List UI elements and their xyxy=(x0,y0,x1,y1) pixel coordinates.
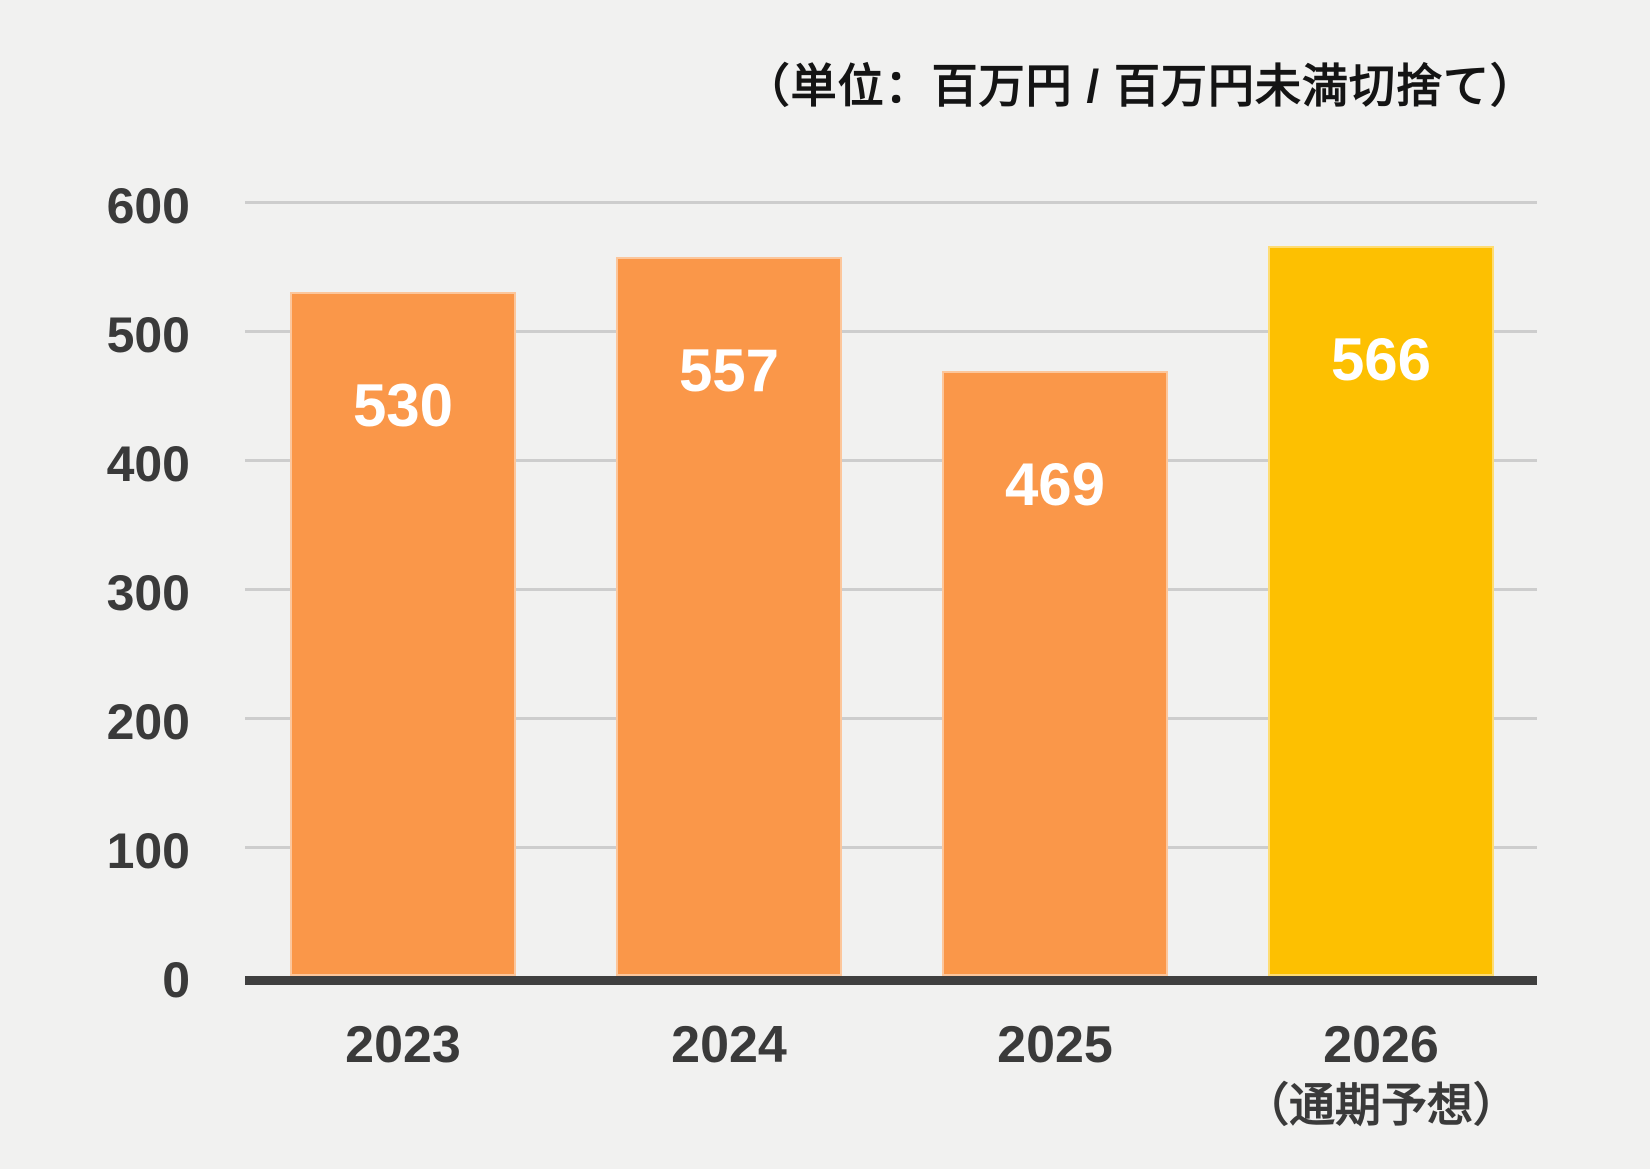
bar-value-label: 530 xyxy=(352,372,454,439)
bar-2023: 530 xyxy=(290,292,516,976)
x-tick-sublabel: （通期予想） xyxy=(1243,1079,1519,1131)
x-tick-label-2025: 2025 xyxy=(855,1016,1255,1074)
x-tick-label-2024: 2024 xyxy=(529,1016,929,1074)
gridline-400 xyxy=(245,459,1537,462)
bar-value-label: 557 xyxy=(678,337,780,404)
x-tick-main: 2025 xyxy=(997,1016,1113,1074)
bar-2025: 469 xyxy=(942,371,1168,976)
gridline-500 xyxy=(245,330,1537,333)
x-axis-line xyxy=(245,976,1537,985)
y-tick-label-0: 0 xyxy=(162,952,190,1008)
y-tick-label-300: 300 xyxy=(106,565,190,621)
plot-area: 530 557 469 566 xyxy=(245,201,1537,976)
unit-note: （単位：百万円 / 百万円未満切捨て） xyxy=(743,60,1537,112)
x-tick-main: 2026 xyxy=(1323,1016,1439,1074)
gridline-200 xyxy=(245,717,1537,720)
x-tick-main: 2024 xyxy=(671,1016,787,1074)
y-tick-label-600: 600 xyxy=(106,178,190,234)
bar-value-label: 469 xyxy=(1004,451,1106,518)
y-tick-label-200: 200 xyxy=(106,694,190,750)
bar-2024: 557 xyxy=(616,257,842,976)
y-tick-label-400: 400 xyxy=(106,436,190,492)
x-tick-label-2023: 2023 xyxy=(203,1016,603,1074)
x-tick-main: 2023 xyxy=(345,1016,461,1074)
x-tick-label-2026: 2026 （通期予想） xyxy=(1181,1016,1581,1136)
gridline-100 xyxy=(245,846,1537,849)
bar-2026: 566 xyxy=(1268,246,1494,976)
y-tick-label-100: 100 xyxy=(106,823,190,879)
gridline-300 xyxy=(245,588,1537,591)
gridline-600 xyxy=(245,201,1537,204)
y-tick-label-500: 500 xyxy=(106,307,190,363)
bar-value-label: 566 xyxy=(1330,326,1432,393)
